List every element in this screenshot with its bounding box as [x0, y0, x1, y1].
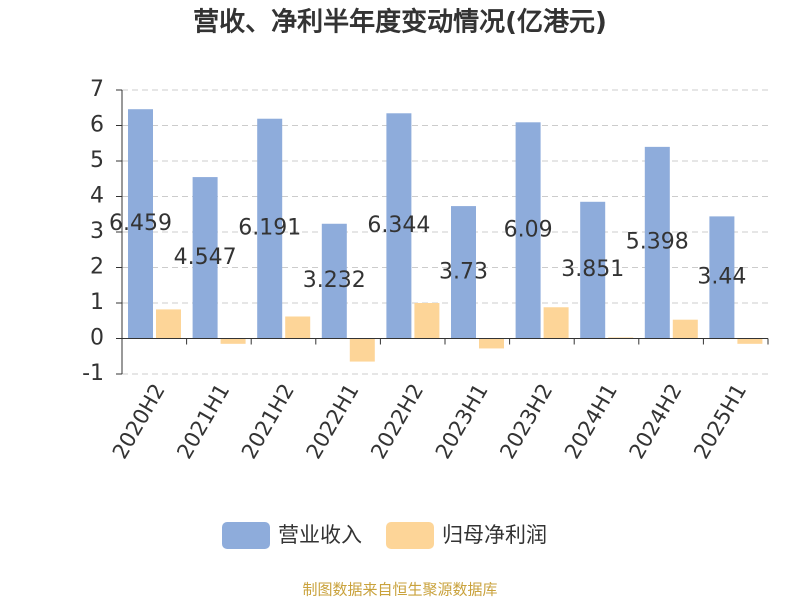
bar — [451, 206, 476, 339]
y-tick-label: 3 — [90, 219, 104, 244]
chart-title: 营收、净利半年度变动情况(亿港元) — [193, 7, 607, 38]
x-tick-label: 2022H1 — [302, 380, 364, 464]
y-tick-label: 6 — [90, 113, 104, 138]
bar — [672, 319, 698, 339]
x-tick-label: 2021H2 — [237, 380, 299, 464]
x-tick-label: 2024H1 — [560, 380, 622, 464]
bar — [580, 201, 606, 339]
bar — [479, 338, 504, 349]
value-label: 3.73 — [439, 259, 488, 284]
bar — [414, 303, 440, 339]
bar — [515, 122, 541, 339]
y-tick-label: 7 — [90, 77, 104, 102]
bar — [285, 316, 311, 339]
value-label: 5.398 — [626, 230, 689, 255]
bar — [386, 113, 412, 339]
bar — [608, 337, 634, 339]
value-label: 3.851 — [561, 257, 624, 282]
value-label: 6.09 — [504, 217, 553, 242]
bar — [644, 146, 670, 339]
bar — [220, 338, 246, 344]
x-tick-label: 2020H2 — [108, 380, 170, 464]
bar — [349, 338, 375, 362]
y-tick-label: 1 — [90, 290, 104, 315]
bar — [192, 177, 218, 339]
x-tick-label: 2024H2 — [625, 380, 687, 464]
legend-swatch — [386, 522, 434, 549]
x-tick-label: 2023H1 — [431, 380, 493, 464]
x-tick-label: 2022H2 — [366, 380, 428, 464]
bar — [128, 109, 153, 339]
legend-label: 归母净利润 — [442, 523, 547, 547]
y-tick-label: -1 — [82, 361, 104, 386]
value-label: 4.547 — [174, 245, 237, 270]
value-label: 6.344 — [367, 213, 430, 238]
bar — [257, 118, 283, 339]
value-label: 6.191 — [238, 216, 301, 241]
source-note: 制图数据来自恒生聚源数据库 — [302, 581, 497, 599]
value-label: 3.44 — [697, 264, 746, 289]
bar — [156, 309, 181, 339]
x-tick-label: 2025H1 — [689, 380, 751, 464]
bar — [321, 223, 347, 339]
x-tick-label: 2023H2 — [495, 380, 557, 464]
legend: 营业收入 归母净利润 — [222, 522, 547, 549]
value-label: 3.232 — [303, 268, 366, 293]
legend-label: 营业收入 — [278, 523, 362, 547]
bar — [709, 216, 735, 339]
y-tick-label: 0 — [90, 326, 104, 351]
y-tick-label: 5 — [90, 148, 104, 173]
bar — [737, 338, 763, 344]
legend-swatch — [222, 522, 270, 549]
x-tick-label: 2021H1 — [172, 380, 234, 464]
y-tick-label: 2 — [90, 255, 104, 280]
value-label: 6.459 — [109, 211, 172, 236]
y-tick-label: 4 — [90, 184, 104, 209]
bar — [543, 307, 569, 339]
